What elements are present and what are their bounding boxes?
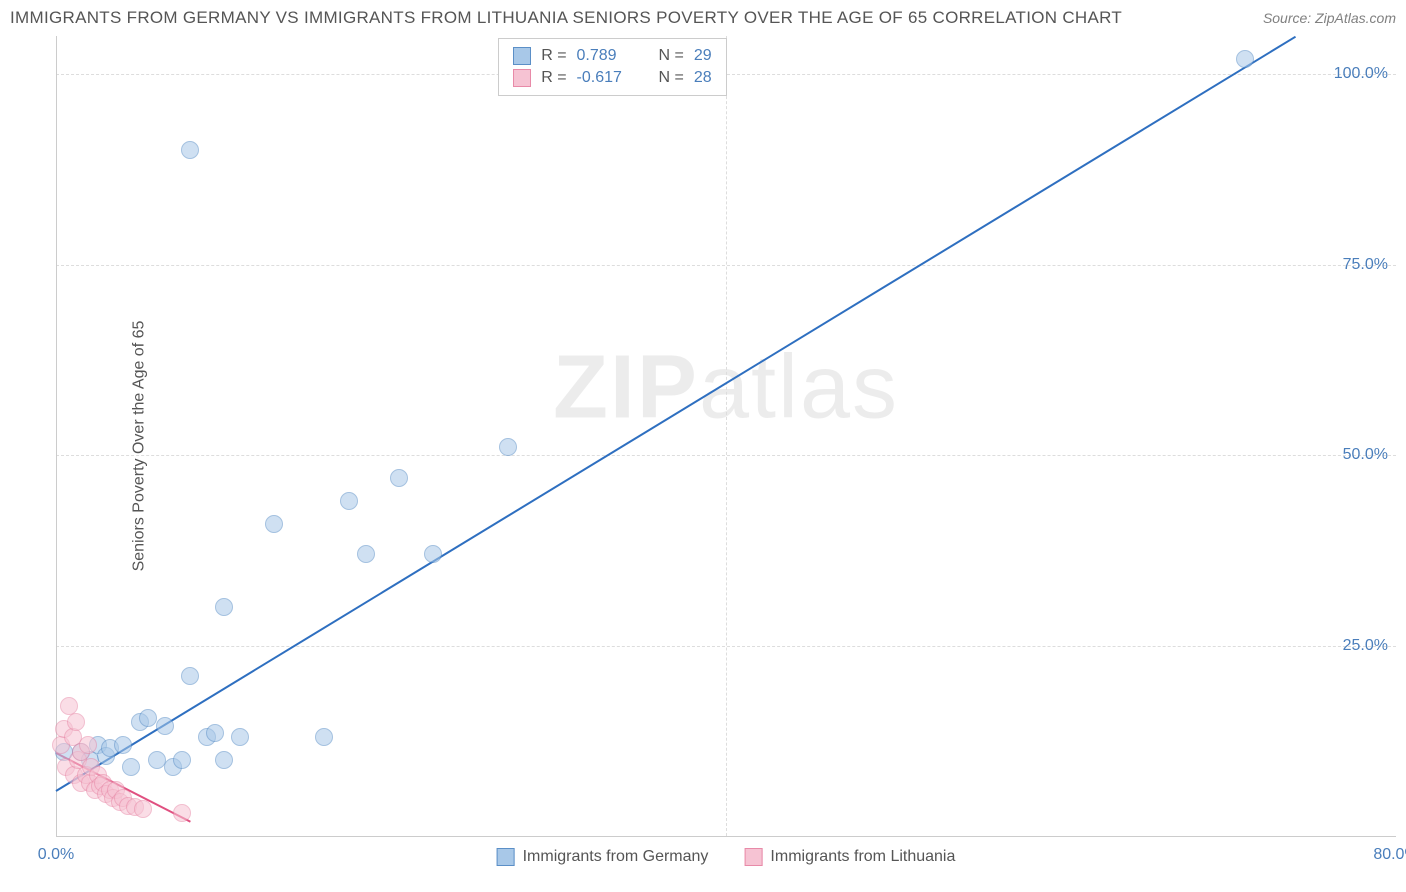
watermark-light: atlas (699, 338, 899, 438)
scatter-point (231, 728, 249, 746)
legend-swatch (497, 848, 515, 866)
series-legend-item: Immigrants from Germany (497, 848, 709, 866)
scatter-point (215, 751, 233, 769)
gridline-v (726, 36, 727, 836)
correlation-legend-row: R = -0.617 N = 28 (513, 67, 711, 89)
n-value: 28 (694, 69, 712, 87)
scatter-point (156, 717, 174, 735)
scatter-point (340, 492, 358, 510)
scatter-point (1236, 50, 1254, 68)
correlation-legend: R = 0.789 N = 29 R = -0.617 N = 28 (498, 38, 726, 96)
scatter-point (181, 667, 199, 685)
trend-line (55, 36, 1296, 792)
r-value: 0.789 (577, 47, 637, 65)
legend-swatch (513, 69, 531, 87)
scatter-point (390, 469, 408, 487)
chart-title: IMMIGRANTS FROM GERMANY VS IMMIGRANTS FR… (10, 8, 1122, 28)
chart-source: Source: ZipAtlas.com (1263, 10, 1396, 26)
scatter-point (139, 709, 157, 727)
plot-area: ZIPatlas 25.0%50.0%75.0%100.0%0.0%80.0%R… (56, 36, 1396, 836)
x-tick-label: 80.0% (1373, 846, 1406, 864)
chart-header: IMMIGRANTS FROM GERMANY VS IMMIGRANTS FR… (10, 8, 1396, 28)
scatter-point (181, 141, 199, 159)
scatter-point (122, 758, 140, 776)
scatter-point (148, 751, 166, 769)
r-prefix: R = (541, 47, 566, 65)
x-tick-label: 0.0% (38, 846, 74, 864)
scatter-point (357, 545, 375, 563)
legend-swatch (744, 848, 762, 866)
r-prefix: R = (541, 69, 566, 87)
legend-swatch (513, 47, 531, 65)
n-value: 29 (694, 47, 712, 65)
scatter-point (499, 438, 517, 456)
scatter-point (114, 736, 132, 754)
r-value: -0.617 (577, 69, 637, 87)
series-legend: Immigrants from Germany Immigrants from L… (497, 848, 956, 866)
x-axis (56, 836, 1396, 837)
watermark-bold: ZIP (553, 338, 699, 438)
scatter-point (215, 598, 233, 616)
scatter-point (206, 724, 224, 742)
series-legend-item: Immigrants from Lithuania (744, 848, 955, 866)
y-tick-label: 25.0% (1343, 637, 1388, 655)
scatter-point (134, 800, 152, 818)
n-prefix: N = (659, 69, 684, 87)
y-tick-label: 75.0% (1343, 256, 1388, 274)
legend-label: Immigrants from Germany (523, 848, 709, 866)
scatter-point (315, 728, 333, 746)
scatter-point (67, 713, 85, 731)
scatter-point (265, 515, 283, 533)
y-tick-label: 50.0% (1343, 446, 1388, 464)
correlation-legend-row: R = 0.789 N = 29 (513, 45, 711, 67)
scatter-point (173, 751, 191, 769)
y-tick-label: 100.0% (1334, 65, 1388, 83)
y-axis (56, 36, 57, 836)
scatter-point (173, 804, 191, 822)
scatter-point (79, 736, 97, 754)
n-prefix: N = (659, 47, 684, 65)
legend-label: Immigrants from Lithuania (770, 848, 955, 866)
scatter-point (424, 545, 442, 563)
